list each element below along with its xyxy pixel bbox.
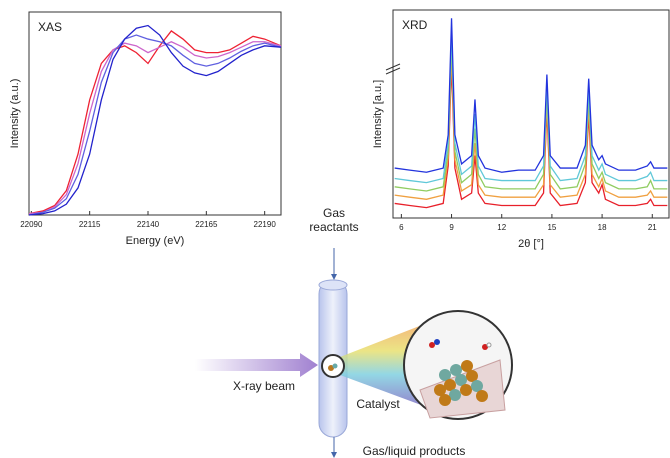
series-line (394, 64, 668, 209)
arrow-head (331, 274, 337, 280)
series-line (394, 30, 668, 184)
series-line (394, 51, 668, 200)
series-line (28, 24, 282, 216)
xray-beam (195, 353, 318, 377)
x-tick-label: 22140 (137, 220, 160, 229)
gas-out-label: Gas/liquid products (362, 444, 466, 458)
particle (328, 365, 334, 371)
x-tick-label: 6 (399, 223, 404, 232)
x-tick-label: 21 (648, 223, 657, 232)
series-line (394, 18, 668, 173)
series-line (394, 41, 668, 192)
gas-in-label: Gas reactants (309, 206, 359, 234)
beam-label: X-ray beam (232, 379, 296, 393)
plot-frame (28, 11, 282, 216)
x-tick-label: 22165 (195, 220, 218, 229)
particle (332, 363, 338, 369)
x-tick-label: 22090 (20, 220, 43, 229)
plot-frame (392, 9, 670, 219)
chart-title: XRD (402, 18, 428, 32)
catalyst-label: Catalyst (356, 397, 400, 411)
x-axis-label: 2θ [°] (518, 238, 544, 250)
x-tick-label: 18 (598, 223, 607, 232)
arrow-head (331, 452, 337, 458)
y-axis-label: Intensity [a.u.] (372, 80, 384, 148)
series-line (28, 34, 282, 216)
tube-top (318, 279, 348, 291)
x-axis-label: Energy (eV) (126, 235, 185, 247)
y-axis-label: Intensity (a.u.) (9, 79, 21, 149)
chart-title: XAS (38, 20, 62, 34)
series-line (28, 41, 282, 215)
x-tick-label: 22115 (79, 220, 101, 229)
x-tick-label: 9 (449, 223, 454, 232)
x-tick-label: 15 (547, 223, 556, 232)
x-tick-label: 22190 (254, 220, 277, 229)
series-line (28, 30, 282, 215)
x-tick-label: 12 (497, 223, 506, 232)
nanoparticle (419, 339, 506, 419)
